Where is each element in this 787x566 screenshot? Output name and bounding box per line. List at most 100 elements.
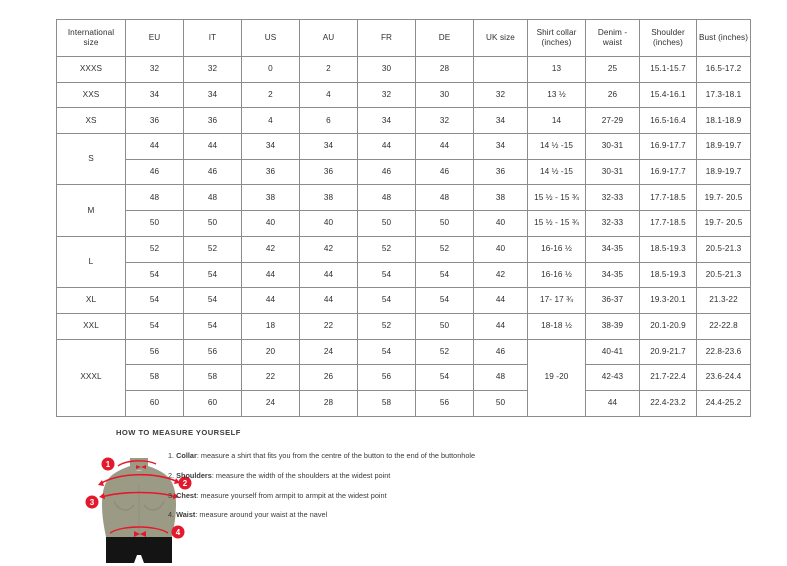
cell-eu: 60 <box>125 389 184 417</box>
cell-au: 36 <box>299 158 358 186</box>
instruction-term: Collar <box>176 451 197 460</box>
cell-denim-waist: 38-39 <box>585 312 640 340</box>
cell-uk-size: 44 <box>473 287 528 314</box>
cell-au: 6 <box>299 107 358 135</box>
cell-uk-size: 36 <box>473 158 528 186</box>
badge-4-circle <box>171 525 185 539</box>
cell-uk-size: 50 <box>473 389 528 417</box>
cell-shirt-collar: 17- 17 ¾ <box>527 287 586 314</box>
cell-us: 40 <box>241 210 300 237</box>
cell-fr: 46 <box>357 158 416 186</box>
measure-instruction: 1. Collar: measure a shirt that fits you… <box>168 452 728 459</box>
cell-fr: 50 <box>357 210 416 237</box>
cell-shoulder: 15.4-16.1 <box>639 81 697 109</box>
header-line: Bust (inches) <box>698 32 749 42</box>
cell-fr: 54 <box>357 287 416 314</box>
cell-it: 36 <box>183 107 242 135</box>
cell-uk-size: 40 <box>473 210 528 237</box>
cell-bust: 24.4-25.2 <box>696 389 751 417</box>
header-line: Denim - <box>597 27 628 37</box>
cell-uk-size: 34 <box>473 107 528 135</box>
badge-2-label: 2 <box>183 479 188 488</box>
cell-au: 22 <box>299 312 358 340</box>
column-header-uk-size: UK size <box>473 19 528 57</box>
cell-uk-size: 44 <box>473 312 528 340</box>
cell-it: 60 <box>183 389 242 417</box>
cell-fr: 56 <box>357 364 416 391</box>
cell-au: 28 <box>299 389 358 417</box>
size-table: International size EU IT US AU FR DE UK s… <box>56 19 751 417</box>
instruction-number: 2. <box>168 470 177 480</box>
cell-au: 34 <box>299 133 358 160</box>
cell-de: 44 <box>415 133 474 160</box>
header-line: AU <box>322 32 335 42</box>
measure-instruction: 4. Waist: measure around your waist at t… <box>168 511 728 518</box>
cell-it: 34 <box>183 81 242 109</box>
cell-fr: 48 <box>357 184 416 212</box>
table-row: XS 36 36 4 6 34 32 34 14 27-29 16.5-16.4 18.1-18.9 <box>56 107 751 135</box>
cell-au: 40 <box>299 210 358 237</box>
cell-shoulder: 15.1-15.7 <box>639 56 697 83</box>
column-header-au: AU <box>299 19 358 57</box>
table-header: International size EU IT US AU FR DE UK s… <box>56 19 751 57</box>
cell-uk-size: 38 <box>473 184 528 212</box>
cell-bust: 21.3-22 <box>696 287 751 314</box>
cell-au: 44 <box>299 261 358 289</box>
cell-au: 26 <box>299 364 358 391</box>
cell-fr: 30 <box>357 56 416 83</box>
cell-eu: 52 <box>125 235 184 263</box>
arrow-waist <box>109 526 169 534</box>
cell-fr: 44 <box>357 133 416 160</box>
arrow-shoulders <box>99 473 179 485</box>
column-header-bust: Bust (inches) <box>696 19 751 57</box>
header-line: (inches) <box>541 38 572 47</box>
table-row: 50 50 40 40 50 50 40 15 ½ - 15 ¾ 32-33 17.7-18.5 1… <box>57 210 751 237</box>
table-row: L 52 52 42 42 52 52 40 16-16 ½ 34-35 18.5-19.3 20.5… <box>56 235 751 289</box>
cell-us: 22 <box>241 364 300 391</box>
arrow-chest-head-left <box>99 493 105 499</box>
cell-it: 32 <box>183 56 242 83</box>
column-header-shoulder: Shoulder (inches) <box>639 19 697 57</box>
cell-us: 44 <box>241 287 300 314</box>
column-header-eu: EU <box>125 19 184 57</box>
cell-us: 4 <box>241 107 300 135</box>
cell-bust: 18.9-19.7 <box>696 133 751 160</box>
cell-shoulder: 20.1-20.9 <box>639 312 697 340</box>
cell-eu: 54 <box>125 287 184 314</box>
cell-uk-size: 32 <box>473 81 528 109</box>
cell-us: 42 <box>241 235 300 263</box>
cell-bust: 19.7- 20.5 <box>696 210 751 237</box>
cell-us: 18 <box>241 312 300 340</box>
badge-1-circle <box>101 457 115 471</box>
cell-bust: 20.5-21.3 <box>696 235 751 263</box>
cell-it: 48 <box>183 184 242 212</box>
cell-eu: 50 <box>125 210 184 237</box>
cell-shoulder: 16.9-17.7 <box>639 158 697 186</box>
cell-international-size: XXS <box>56 81 126 109</box>
header-line: waist <box>602 38 623 47</box>
column-header-it: IT <box>183 19 242 57</box>
cell-shirt-collar: 16-16 ½ <box>527 235 586 263</box>
cell-shoulder: 17.7-18.5 <box>639 184 697 212</box>
torso-diagram-svg: 1 2 3 4 <box>85 457 192 563</box>
instruction-text: : measure yourself from armpit to armpit… <box>196 490 387 500</box>
cell-bust: 23.6-24.4 <box>696 364 751 391</box>
cell-bust: 22-22.8 <box>696 312 751 340</box>
cell-it: 46 <box>183 158 242 186</box>
cell-de: 52 <box>415 235 474 263</box>
cell-it: 54 <box>183 312 242 340</box>
cell-eu: 48 <box>125 184 184 212</box>
cell-shoulder: 19.3-20.1 <box>639 287 697 314</box>
figure-chest-shade-left <box>113 500 135 511</box>
header-line: UK size <box>486 32 515 42</box>
cell-us: 0 <box>241 56 300 83</box>
table-row: M 48 48 38 38 48 48 38 15 ½ - 15 ¾ 32-33 17.7-18.5… <box>56 184 751 237</box>
cell-denim-waist: 30-31 <box>585 158 640 186</box>
cell-fr: 52 <box>357 312 416 340</box>
cell-shoulder: 17.7-18.5 <box>639 210 697 237</box>
cell-international-size: XL <box>56 287 126 314</box>
header-row: International size EU IT US AU FR DE UK s… <box>56 19 751 57</box>
cell-it: 52 <box>183 235 242 263</box>
header-line: US <box>264 32 277 42</box>
